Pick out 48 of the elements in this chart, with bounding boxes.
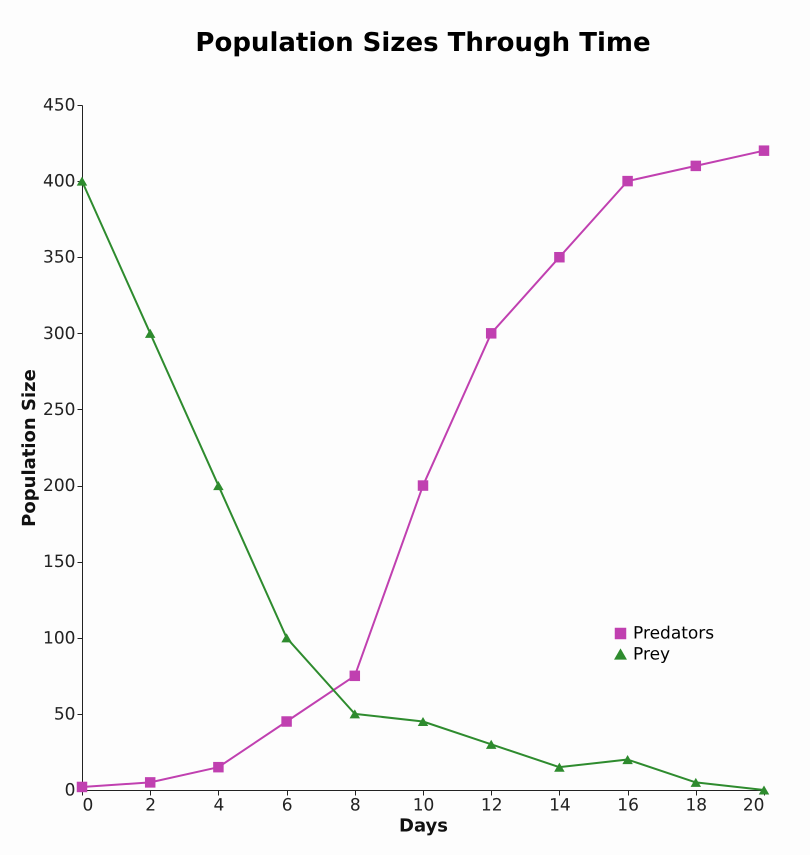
y-tick-label: 200 — [43, 476, 76, 496]
y-tick-label: 50 — [54, 704, 76, 724]
x-tick-label: 8 — [350, 796, 361, 816]
point — [350, 670, 360, 682]
y-tick-label: 300 — [43, 324, 76, 344]
point — [350, 709, 360, 718]
y-tick-label: 400 — [43, 172, 76, 192]
x-tick-label: 2 — [145, 796, 156, 816]
y-tick-label: 350 — [43, 248, 76, 268]
x-tick-label: 0 — [82, 796, 94, 816]
point — [76, 782, 88, 792]
point — [144, 328, 156, 338]
y-axis-title: Population Size — [19, 369, 40, 527]
y-tick-label: 250 — [43, 400, 76, 420]
point — [213, 762, 224, 772]
x-tick-label: 4 — [213, 796, 224, 816]
x-tick-label: 12 — [480, 796, 503, 816]
point — [281, 633, 292, 642]
point — [622, 755, 633, 764]
y-tick-label: 100 — [43, 628, 76, 648]
point — [554, 252, 565, 262]
point — [486, 328, 496, 339]
point — [144, 777, 156, 788]
y-tick-label: 450 — [43, 96, 76, 116]
x-tick-label: 20 — [742, 796, 764, 816]
point — [281, 716, 292, 727]
legend-label: Prey — [633, 644, 670, 664]
x-axis-title: Days — [399, 816, 448, 836]
y-tick-label: 0 — [64, 780, 76, 800]
legend-label: Predators — [633, 624, 714, 644]
x-tick-label: 10 — [412, 796, 434, 816]
point — [76, 176, 88, 186]
point — [418, 480, 428, 491]
x-tick-label: 18 — [685, 796, 708, 816]
x-tick-label: 16 — [617, 796, 639, 816]
point — [418, 716, 428, 726]
x-tick-label: 6 — [282, 796, 293, 816]
point — [622, 176, 633, 186]
point — [554, 762, 565, 772]
point — [690, 160, 702, 172]
point — [213, 481, 224, 490]
chart-title: Population Sizes Through Time — [195, 28, 651, 58]
point — [486, 740, 496, 749]
point — [758, 785, 770, 795]
point — [758, 145, 770, 156]
y-tick-label: 150 — [43, 552, 76, 572]
x-tick-label: 14 — [549, 796, 571, 816]
point — [690, 778, 702, 787]
